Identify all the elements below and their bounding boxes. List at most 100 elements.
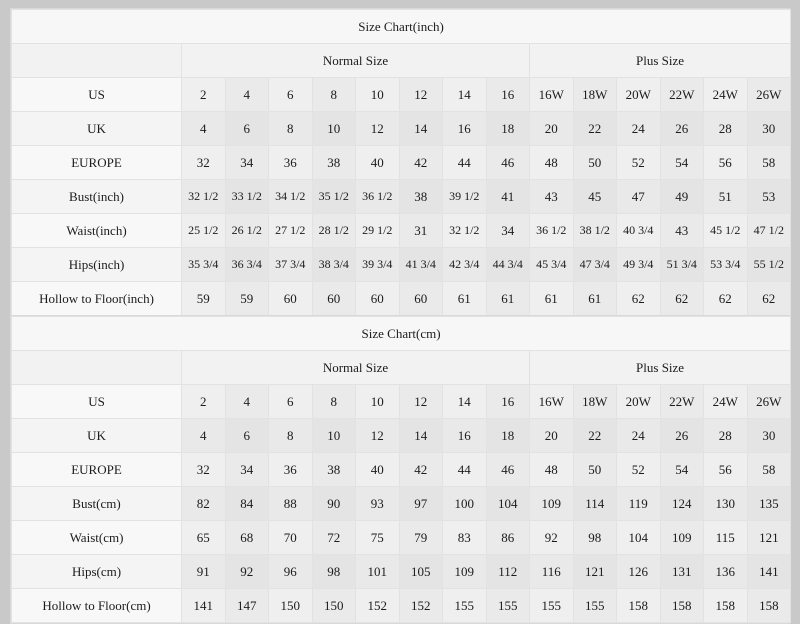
data-cell: 50	[572, 145, 617, 180]
data-cell: 14	[442, 77, 487, 112]
data-cell: 36 1/2	[529, 213, 574, 248]
table-row: US 2 4 6 8 10 12 14 16 16W 18W 20W 22W 24W 26W	[11, 384, 792, 419]
data-cell: 44	[442, 452, 487, 487]
data-cell: 8	[311, 77, 356, 112]
data-cell: 16W	[529, 77, 574, 112]
data-cell: 59	[224, 281, 269, 316]
data-cell: 131	[659, 554, 704, 589]
data-cell: 158	[703, 588, 748, 623]
data-cell: 10	[355, 77, 400, 112]
data-cell: 51 3/4	[659, 247, 704, 282]
group-header-corner	[11, 43, 182, 78]
data-cell: 126	[616, 554, 661, 589]
data-cell: 115	[703, 520, 748, 555]
data-cell: 155	[485, 588, 530, 623]
data-cell: 26	[659, 418, 704, 453]
data-cell: 32	[181, 452, 226, 487]
data-cell: 46	[485, 145, 530, 180]
data-cell: 136	[703, 554, 748, 589]
data-cell: 48	[529, 145, 574, 180]
data-cell: 8	[268, 111, 313, 146]
table-row: Bust(inch) 32 1/2 33 1/2 34 1/2 35 1/2 36 1/2…	[11, 179, 792, 214]
data-cell: 83	[442, 520, 487, 555]
data-cell: 65	[181, 520, 226, 555]
data-cell: 45 3/4	[529, 247, 574, 282]
data-cell: 58	[746, 452, 792, 487]
data-cell: 61	[572, 281, 617, 316]
group-header-row: Normal Size Plus Size	[11, 350, 792, 385]
data-cell: 20	[529, 111, 574, 146]
data-cell: 24	[616, 418, 661, 453]
data-cell: 82	[181, 486, 226, 521]
group-header-row: Normal Size Plus Size	[11, 43, 792, 78]
data-cell: 2	[181, 77, 226, 112]
data-cell: 34 1/2	[268, 179, 313, 214]
data-cell: 101	[355, 554, 400, 589]
data-cell: 51	[703, 179, 748, 214]
data-cell: 14	[398, 418, 443, 453]
data-cell: 121	[572, 554, 617, 589]
data-cell: 97	[398, 486, 443, 521]
data-cell: 70	[268, 520, 313, 555]
data-cell: 34	[224, 452, 269, 487]
data-cell: 12	[355, 111, 400, 146]
data-cell: 52	[616, 145, 661, 180]
data-cell: 36	[268, 145, 313, 180]
data-cell: 104	[616, 520, 661, 555]
data-cell: 116	[529, 554, 574, 589]
chart-title-row: Size Chart(cm)	[10, 316, 792, 351]
data-cell: 16	[442, 418, 487, 453]
data-cell: 22W	[659, 384, 704, 419]
data-cell: 4	[224, 77, 269, 112]
data-cell: 150	[268, 588, 313, 623]
data-cell: 61	[442, 281, 487, 316]
data-cell: 24W	[703, 384, 748, 419]
data-cell: 16W	[529, 384, 574, 419]
data-cell: 36	[268, 452, 313, 487]
data-cell: 38 3/4	[311, 247, 356, 282]
data-cell: 90	[311, 486, 356, 521]
data-cell: 41	[485, 179, 530, 214]
data-cell: 34	[485, 213, 530, 248]
data-cell: 130	[703, 486, 748, 521]
data-cell: 20W	[616, 384, 661, 419]
data-cell: 158	[659, 588, 704, 623]
data-cell: 47 1/2	[746, 213, 792, 248]
data-cell: 109	[659, 520, 704, 555]
row-label: US	[11, 384, 182, 419]
group-header-corner	[11, 350, 182, 385]
data-cell: 91	[181, 554, 226, 589]
table-row: Bust(cm) 82 84 88 90 93 97 100 104 109 114 119 124 13…	[11, 486, 792, 521]
data-cell: 42	[398, 145, 443, 180]
data-cell: 2	[181, 384, 226, 419]
table-row: Hollow to Floor(cm) 141 147 150 150 152 152 155…	[11, 588, 792, 623]
row-label: Hollow to Floor(inch)	[11, 281, 182, 316]
row-label: Hips(cm)	[11, 554, 182, 589]
data-cell: 18W	[572, 384, 617, 419]
data-cell: 4	[181, 418, 226, 453]
row-label: Hips(inch)	[11, 247, 182, 282]
data-cell: 62	[746, 281, 792, 316]
data-cell: 47 3/4	[572, 247, 617, 282]
data-cell: 28	[703, 418, 748, 453]
data-cell: 6	[268, 77, 313, 112]
data-cell: 147	[224, 588, 269, 623]
data-cell: 38	[398, 179, 443, 214]
row-label: Waist(inch)	[11, 213, 182, 248]
data-cell: 22	[572, 418, 617, 453]
data-cell: 26W	[746, 384, 792, 419]
data-cell: 45	[572, 179, 617, 214]
table-row: Waist(inch) 25 1/2 26 1/2 27 1/2 28 1/2 29 1/…	[11, 213, 792, 248]
data-cell: 56	[703, 145, 748, 180]
data-cell: 60	[398, 281, 443, 316]
data-cell: 28 1/2	[311, 213, 356, 248]
data-cell: 44	[442, 145, 487, 180]
data-cell: 49 3/4	[616, 247, 661, 282]
table-row: US 2 4 6 8 10 12 14 16 16W 18W 20W 22W 24W 26W	[11, 77, 792, 112]
data-cell: 158	[616, 588, 661, 623]
data-cell: 6	[268, 384, 313, 419]
data-cell: 18	[485, 418, 530, 453]
data-cell: 155	[572, 588, 617, 623]
size-chart-inch-block: Size Chart(inch) Normal Size Plus Size US 2 4…	[10, 8, 792, 317]
